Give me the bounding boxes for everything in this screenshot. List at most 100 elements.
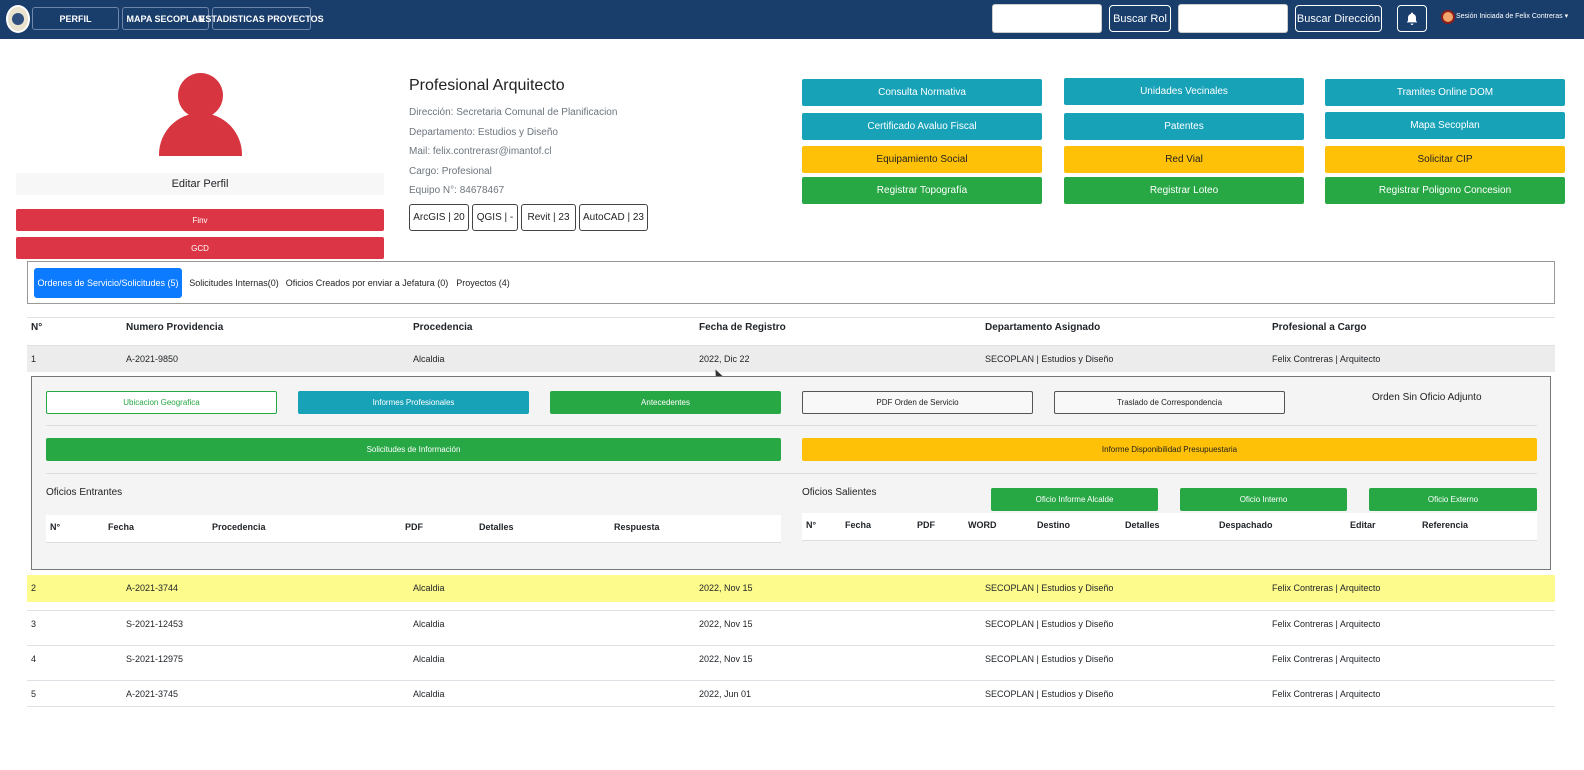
row-fecha: 2022, Dic 22 (699, 354, 750, 364)
row-providencia: S-2021-12453 (126, 619, 184, 629)
col-header-procedencia: Procedencia (413, 322, 473, 333)
row-providencia: S-2021-12975 (126, 654, 184, 664)
notifications-button[interactable] (1397, 5, 1427, 32)
unidades-vecinales-button[interactable]: Unidades Vecinales (1064, 78, 1304, 105)
mapa-secoplan-button[interactable]: Mapa Secoplan (1325, 112, 1565, 139)
table-row[interactable]: 2 A-2021-3744 Alcaldia 2022, Nov 15 SECO… (27, 575, 1555, 602)
tab-oficios-creados[interactable]: Oficios Creados por enviar a Jefatura (0… (285, 278, 449, 288)
search-direction-button[interactable]: Buscar Dirección (1295, 5, 1382, 32)
informes-profesionales-button[interactable]: Informes Profesionales (298, 391, 529, 414)
salientes-header-referencia: Referencia (1422, 520, 1469, 530)
detail-divider (46, 473, 1537, 474)
solicitar-cip-button[interactable]: Solicitar CIP (1325, 146, 1565, 173)
finv-button[interactable]: Finv (16, 209, 384, 231)
row-profesional: Felix Contreras | Arquitecto (1272, 689, 1381, 699)
row-providencia: A-2021-9850 (126, 354, 179, 364)
top-navbar: PERFIL MAPA SECOPLAN ESTADISTICAS PROYEC… (0, 0, 1584, 39)
oficio-interno-button[interactable]: Oficio Interno (1180, 488, 1347, 511)
traslado-correspondencia-button[interactable]: Traslado de Correspondencia (1054, 391, 1285, 414)
tab-solicitudes-internas[interactable]: Solicitudes Internas(0) (189, 278, 279, 288)
ubicacion-geografica-button[interactable]: Ubicacion Geografica (46, 391, 277, 414)
municipality-logo-icon[interactable] (6, 5, 30, 33)
salientes-header-despachado: Despachado (1219, 520, 1273, 530)
detail-divider (46, 425, 1537, 426)
software-qgis[interactable]: QGIS | - (472, 204, 518, 231)
row-fecha: 2022, Jun 01 (699, 689, 752, 699)
row-number: 4 (31, 654, 37, 664)
software-arcgis[interactable]: ArcGIS | 20 (409, 204, 469, 231)
red-vial-button[interactable]: Red Vial (1064, 146, 1304, 173)
certificado-avaluo-fiscal-button[interactable]: Certificado Avaluo Fiscal (802, 113, 1042, 140)
solicitudes-informacion-button[interactable]: Solicitudes de Información (46, 438, 781, 461)
nav-estadisticas-proyectos[interactable]: ESTADISTICAS PROYECTOS (199, 7, 324, 30)
entrantes-header-fecha: Fecha (108, 522, 135, 532)
row-profesional: Felix Contreras | Arquitecto (1272, 619, 1381, 629)
salientes-header-word: WORD (968, 520, 997, 530)
nav-mapa-secoplan[interactable]: MAPA SECOPLAN (122, 7, 209, 30)
table-row[interactable]: 4 S-2021-12975 Alcaldia 2022, Nov 15 SEC… (27, 645, 1555, 672)
entrantes-header-respuesta: Respuesta (614, 522, 660, 532)
profile-cargo: Cargo: Profesional (409, 166, 492, 177)
oficio-externo-button[interactable]: Oficio Externo (1369, 488, 1537, 511)
oficios-salientes-title: Oficios Salientes (802, 487, 877, 498)
oficio-informe-alcalde-button[interactable]: Oficio Informe Alcalde (991, 488, 1158, 511)
software-revit[interactable]: Revit | 23 (521, 204, 576, 231)
user-silhouette-body (159, 113, 242, 156)
consulta-normativa-button[interactable]: Consulta Normativa (802, 79, 1042, 106)
search-direction-input[interactable] (1178, 4, 1288, 33)
session-label: Sesión Iniciada de Felix Contreras (1456, 13, 1563, 20)
profile-department: Departamento: Estudios y Diseño (409, 127, 558, 138)
bell-icon (1406, 12, 1418, 25)
registrar-poligono-concesion-button[interactable]: Registrar Poligono Concesion (1325, 177, 1565, 204)
salientes-header-editar: Editar (1350, 520, 1376, 530)
row-profesional: Felix Contreras | Arquitecto (1272, 354, 1381, 364)
tab-ordenes-servicio[interactable]: Ordenes de Servicio/Solicitudes (5) (34, 268, 182, 298)
table-row[interactable]: 3 S-2021-12453 Alcaldia 2022, Nov 15 SEC… (27, 610, 1555, 637)
row-number: 3 (31, 619, 37, 629)
entrantes-header-pdf: PDF (405, 522, 423, 532)
col-header-providencia: Numero Providencia (126, 322, 224, 333)
registrar-loteo-button[interactable]: Registrar Loteo (1064, 177, 1304, 204)
row-procedencia: Alcaldia (413, 354, 445, 364)
row-procedencia: Alcaldia (413, 619, 445, 629)
row-providencia: A-2021-3744 (126, 583, 179, 593)
informe-disponibilidad-button[interactable]: Informe Disponibilidad Presupuestaria (802, 438, 1537, 461)
order-detail-panel: Ubicacion Geografica Informes Profesiona… (31, 376, 1551, 570)
session-menu[interactable]: Sesión Iniciada de Felix Contreras ▾ (1456, 13, 1569, 20)
oficios-entrantes-table: N° Fecha Procedencia PDF Detalles Respue… (46, 515, 781, 543)
gcd-button[interactable]: GCD (16, 237, 384, 259)
col-header-departamento: Departamento Asignado (985, 322, 1101, 333)
salientes-header-fecha: Fecha (845, 520, 872, 530)
table-top-divider (27, 317, 1555, 318)
entrantes-header-number: N° (50, 522, 61, 532)
profile-title: Profesional Arquitecto (409, 77, 565, 94)
software-autocad[interactable]: AutoCAD | 23 (579, 204, 648, 231)
row-fecha: 2022, Nov 15 (699, 619, 753, 629)
tramites-online-dom-button[interactable]: Tramites Online DOM (1325, 79, 1565, 106)
nav-perfil[interactable]: PERFIL (32, 7, 119, 30)
edit-profile-button[interactable]: Editar Perfil (16, 173, 384, 195)
antecedentes-button[interactable]: Antecedentes (550, 391, 781, 414)
table-row[interactable]: 5 A-2021-3745 Alcaldia 2022, Jun 01 SECO… (27, 680, 1555, 707)
user-silhouette-icon (178, 73, 223, 118)
search-rol-input[interactable] (992, 4, 1102, 33)
row-number: 5 (31, 689, 37, 699)
equipamiento-social-button[interactable]: Equipamiento Social (802, 146, 1042, 173)
user-avatar-icon[interactable] (1441, 10, 1455, 24)
no-attachment-label: Orden Sin Oficio Adjunto (1372, 392, 1482, 403)
table-row[interactable]: 1 A-2021-9850 Alcaldia 2022, Dic 22 SECO… (27, 345, 1555, 372)
col-header-fecha: Fecha de Registro (699, 322, 786, 333)
row-departamento: SECOPLAN | Estudios y Diseño (985, 689, 1114, 699)
tab-proyectos[interactable]: Proyectos (4) (456, 278, 510, 288)
entrantes-header-procedencia: Procedencia (212, 522, 266, 532)
entrantes-header-detalles: Detalles (479, 522, 514, 532)
profile-direction: Dirección: Secretaria Comunal de Planifi… (409, 107, 618, 118)
row-fecha: 2022, Nov 15 (699, 654, 753, 664)
profile-equipo: Equipo N°: 84678467 (409, 185, 505, 196)
search-rol-button[interactable]: Buscar Rol (1109, 5, 1171, 32)
patentes-button[interactable]: Patentes (1064, 113, 1304, 140)
row-fecha: 2022, Nov 15 (699, 583, 753, 593)
pdf-orden-servicio-button[interactable]: PDF Orden de Servicio (802, 391, 1033, 414)
row-departamento: SECOPLAN | Estudios y Diseño (985, 583, 1114, 593)
registrar-topografia-button[interactable]: Registrar Topografía (802, 177, 1042, 204)
